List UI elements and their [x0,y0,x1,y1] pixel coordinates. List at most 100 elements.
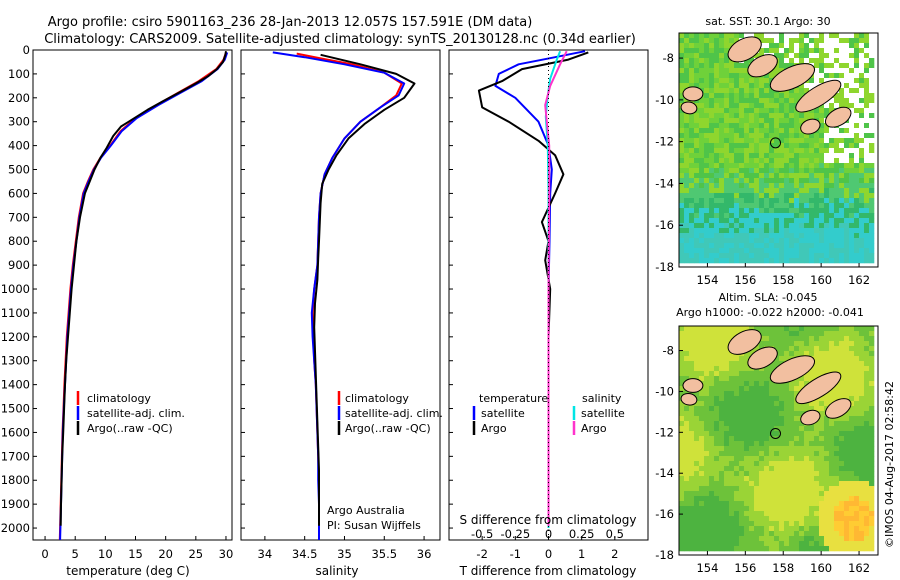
map-cell [704,476,710,482]
map-cell [824,228,830,234]
map-cell [779,541,785,547]
map-cell [764,516,770,522]
map-cell [719,148,725,154]
map-cell [694,536,700,542]
map-cell [749,376,755,382]
map-cell [759,208,765,214]
map-cell [709,541,715,547]
map-cell [759,516,765,522]
map-cell [699,238,705,244]
map-cell [704,391,710,397]
map-cell [699,43,705,49]
map-cell [864,103,870,109]
map-cell [769,163,775,169]
map-cell [849,461,855,467]
map-cell [759,88,765,94]
map-cell [859,546,865,552]
map-cell [689,218,695,224]
map-cell [764,118,770,124]
map-cell [734,258,740,264]
map-cell [814,476,820,482]
map-cell [869,411,875,417]
map-cell [774,451,780,457]
map-cell [859,133,865,139]
depth-tick-label: 1700 [1,449,30,463]
map-cell [764,436,770,442]
map-cell [779,193,785,199]
map-cell [789,401,795,407]
map-cell [849,218,855,224]
map-cell [834,128,840,134]
map-cell [679,366,685,372]
map-cell [774,203,780,209]
map-cell [809,38,815,44]
map-cell [854,391,860,397]
map-cell [754,401,760,407]
map-cell [684,123,690,129]
map-cell [704,203,710,209]
map-cell [869,53,875,59]
map-cell [799,486,805,492]
map-cell [799,406,805,412]
map-cell [764,476,770,482]
map-cell [714,203,720,209]
map-cell [709,346,715,352]
map-cell [789,491,795,497]
map-cell [824,218,830,224]
map-cell [784,531,790,537]
map-cell [719,446,725,452]
sst-map: 154 156 158 160 162-8-10-12-14-16-18 [655,32,879,287]
map-cell [754,178,760,184]
map-cell [829,198,835,204]
map-cell [754,496,760,502]
map-cell [749,173,755,179]
map-cell [764,336,770,342]
map-cell [809,426,815,432]
map-cell [699,108,705,114]
map-cell [699,421,705,427]
map-cell [859,331,865,337]
map-cell [819,371,825,377]
map-cell [819,48,825,54]
map-cell [684,526,690,532]
map-cell [744,243,750,249]
map-cell [839,168,845,174]
map-cell [804,168,810,174]
map-cell [814,183,820,189]
map-cell [684,521,690,527]
map-cell [819,223,825,229]
map-cell [859,356,865,362]
map-cell [794,228,800,234]
map-x-tick-label: 160 [810,561,832,575]
map-cell [684,68,690,74]
map-cell [774,98,780,104]
map-cell [794,233,800,239]
map-cell [694,446,700,452]
map-cell [854,461,860,467]
x-tick-label: 5 [72,547,79,561]
map-cell [764,163,770,169]
map-cell [724,138,730,144]
map-cell [719,421,725,427]
map-cell [724,541,730,547]
map-cell [694,203,700,209]
map-cell [734,541,740,547]
map-cell [819,193,825,199]
map-cell [869,178,875,184]
map-cell [864,53,870,59]
map-cell [859,73,865,79]
map-cell [779,208,785,214]
map-cell [724,366,730,372]
x-tick-label: 36 [417,547,432,561]
map-cell [799,208,805,214]
map-cell [849,228,855,234]
map-cell [699,33,705,39]
map-cell [789,173,795,179]
map-cell [679,78,685,84]
map-cell [689,451,695,457]
map-cell [694,188,700,194]
map-cell [769,341,775,347]
map-cell [804,223,810,229]
map-cell [844,441,850,447]
map-cell [684,243,690,249]
